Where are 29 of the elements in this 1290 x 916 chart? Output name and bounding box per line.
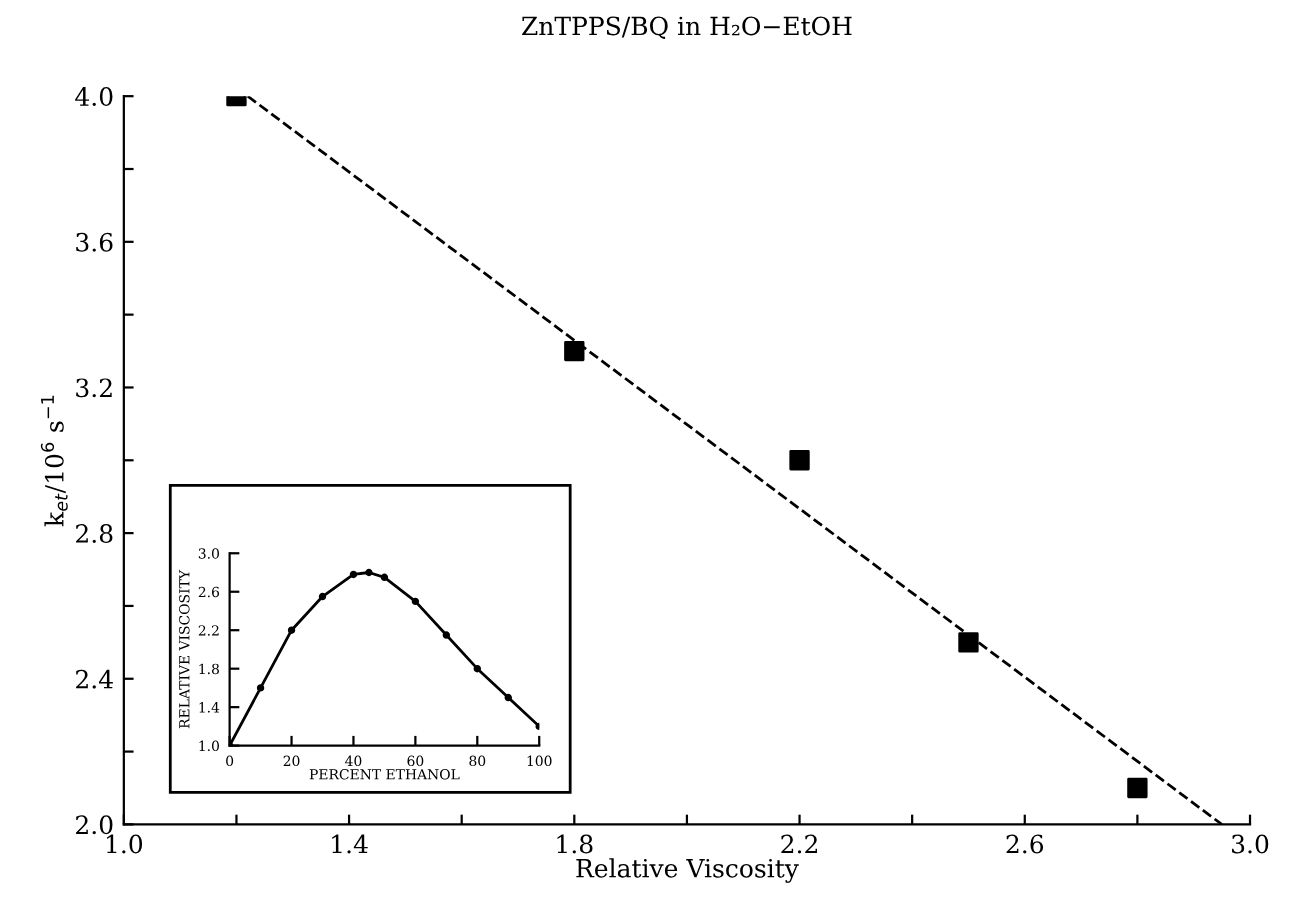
y-axis-title: k$_{et}$/10$^{6}$ s$^{−1}$ <box>40 395 68 527</box>
point <box>958 632 979 653</box>
y-tick-label: 4.0 <box>75 87 113 107</box>
y-tick-label: 2.8 <box>76 524 113 543</box>
y-tick-label: 2.0 <box>76 815 113 835</box>
x-tick-label: 1.0 <box>107 834 143 854</box>
point <box>349 570 358 579</box>
x-axis-title: Relative Viscosity <box>576 858 799 883</box>
y-tick-label: 2.4 <box>76 669 113 689</box>
x-tick-label: 3.0 <box>1232 834 1269 854</box>
point <box>256 684 265 692</box>
point <box>789 450 810 471</box>
x-tick-label: 1.8 <box>557 834 593 854</box>
x-tick-label: 2.6 <box>1006 834 1044 854</box>
point <box>504 693 512 702</box>
x-tick-label: 1.4 <box>332 834 368 854</box>
point <box>365 568 373 577</box>
point <box>564 340 585 362</box>
point <box>380 573 389 582</box>
point <box>318 592 327 601</box>
y-tick-label: 3.2 <box>76 378 112 398</box>
x-tick-label: 2.2 <box>781 834 817 854</box>
point <box>287 626 296 634</box>
point <box>442 631 451 639</box>
point <box>473 664 481 673</box>
chart-title: ZnTPPS/BQ in H₂O−EtOH <box>522 16 852 40</box>
y-tick-label: 3.6 <box>76 232 113 252</box>
point <box>1127 777 1148 799</box>
point <box>411 597 420 606</box>
